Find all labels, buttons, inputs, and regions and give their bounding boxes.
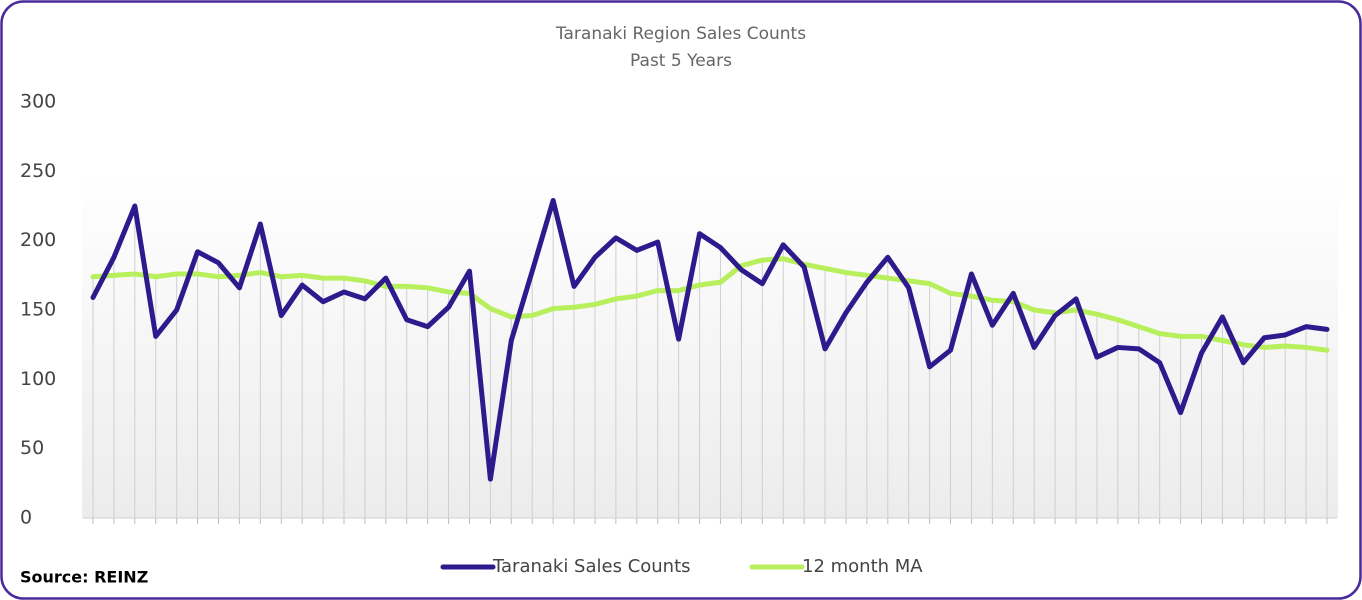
y-tick-label: 50 [20, 437, 44, 459]
y-tick-label: 0 [20, 507, 32, 529]
source-note: Source: REINZ [20, 568, 148, 587]
y-tick-label: 100 [20, 368, 56, 390]
chart-title: Taranaki Region Sales Counts [555, 24, 806, 44]
legend-label: Taranaki Sales Counts [492, 556, 691, 577]
series-line [90, 256, 1330, 353]
chart-subtitle: Past 5 Years [630, 51, 732, 71]
y-tick-label: 200 [20, 229, 56, 251]
y-tick-label: 300 [20, 91, 56, 113]
legend-label: 12 month MA [802, 556, 923, 577]
y-tick-label: 150 [20, 299, 56, 321]
plot-background [82, 170, 1338, 518]
y-tick-label: 250 [20, 160, 56, 182]
series-line [90, 197, 1330, 482]
